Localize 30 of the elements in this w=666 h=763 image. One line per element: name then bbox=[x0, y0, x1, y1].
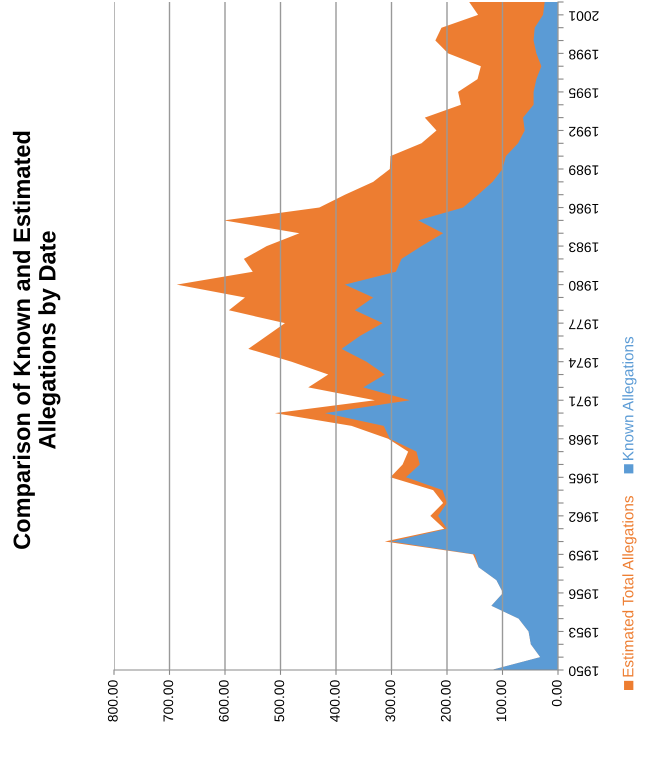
y-tick-label: 1965 bbox=[568, 474, 598, 484]
y-tick-label: 1959 bbox=[569, 550, 598, 560]
x-tick-label: 700.00 bbox=[163, 680, 174, 722]
y-tick-label: 1998 bbox=[569, 50, 598, 60]
x-tick-label: 300.00 bbox=[385, 680, 396, 722]
x-tick-label: 600.00 bbox=[218, 680, 229, 722]
y-tick-label: 1989 bbox=[569, 165, 598, 176]
y-tick-label: 2001 bbox=[569, 11, 599, 21]
y-tick-label: 1995 bbox=[568, 88, 598, 98]
x-tick-label: 500.00 bbox=[274, 680, 284, 722]
y-tick-label: 1962 bbox=[569, 512, 598, 522]
text: Estimated Total Allegations bbox=[622, 496, 636, 677]
x-tick-label: 800.00 bbox=[108, 680, 118, 722]
y-tick-label: 1992 bbox=[569, 126, 598, 137]
y-tick-label: 1968 bbox=[569, 435, 598, 445]
text: Comparison of Known and Estimated Allegations by Date bbox=[12, 132, 60, 549]
y-tick-label: 1977 bbox=[569, 319, 598, 330]
y-tick-label: 1971 bbox=[569, 396, 598, 406]
y-tick-label: 1953 bbox=[569, 628, 598, 638]
text: Known Allegations bbox=[622, 336, 636, 460]
y-tick-label: 1983 bbox=[569, 242, 598, 252]
y-tick-label: 1986 bbox=[569, 204, 598, 214]
y-tick-label: 1980 bbox=[568, 280, 598, 291]
y-tick-label: 1950 bbox=[568, 666, 598, 676]
y-tick-label: 1956 bbox=[569, 589, 598, 600]
x-tick-label: 200.00 bbox=[440, 680, 451, 722]
x-tick-label: 400.00 bbox=[330, 680, 340, 722]
x-tick-label: 0.00 bbox=[552, 680, 562, 706]
y-tick-label: 1974 bbox=[568, 358, 598, 368]
x-tick-label: 100.00 bbox=[496, 680, 506, 722]
